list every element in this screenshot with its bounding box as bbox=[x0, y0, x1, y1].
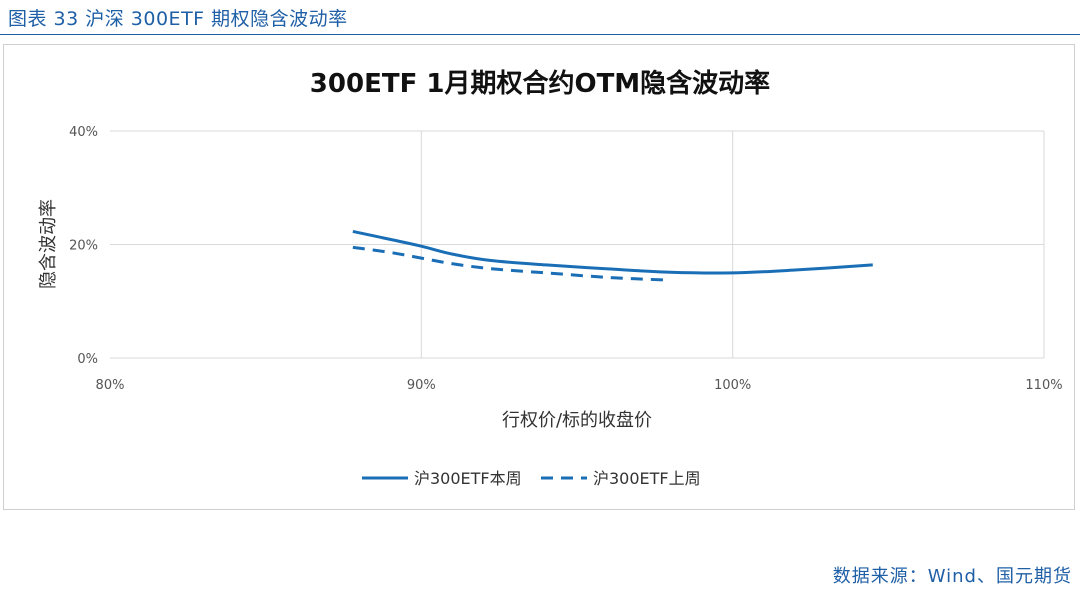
x-tick-label: 90% bbox=[407, 378, 436, 393]
legend-label: 沪300ETF本周 bbox=[414, 469, 522, 488]
y-axis-title: 隐含波动率 bbox=[38, 199, 59, 289]
series-line-last-week bbox=[352, 245, 671, 282]
chart-frame: 300ETF 1月期权合约OTM隐含波动率 0% 20% 40% 80% 90% 100%… bbox=[3, 44, 1075, 510]
series-line-this-week bbox=[352, 229, 873, 275]
chart-svg: 300ETF 1月期权合约OTM隐含波动率 0% 20% 40% 80% 90% 100%… bbox=[38, 68, 1063, 488]
y-tick-label: 40% bbox=[69, 125, 98, 140]
figure-caption: 图表 33 沪深 300ETF 期权隐含波动率 bbox=[8, 8, 348, 30]
legend: 沪300ETF本周 沪300ETF上周 bbox=[362, 469, 701, 488]
tick-labels: 0% 20% 40% 80% 90% 100% 110% bbox=[69, 125, 1062, 393]
x-tick-label: 110% bbox=[1025, 378, 1062, 393]
data-source-note: 数据来源：Wind、国元期货 bbox=[832, 566, 1072, 587]
x-tick-label: 100% bbox=[714, 378, 751, 393]
y-tick-label: 20% bbox=[69, 239, 98, 254]
y-tick-label: 0% bbox=[77, 352, 98, 367]
x-tick-label: 80% bbox=[96, 378, 125, 393]
grid bbox=[110, 130, 1045, 359]
caption-divider bbox=[0, 34, 1080, 35]
x-axis-title: 行权价/标的收盘价 bbox=[502, 410, 652, 431]
chart-title: 300ETF 1月期权合约OTM隐含波动率 bbox=[310, 68, 770, 99]
series bbox=[352, 229, 873, 282]
legend-label: 沪300ETF上周 bbox=[593, 469, 701, 488]
